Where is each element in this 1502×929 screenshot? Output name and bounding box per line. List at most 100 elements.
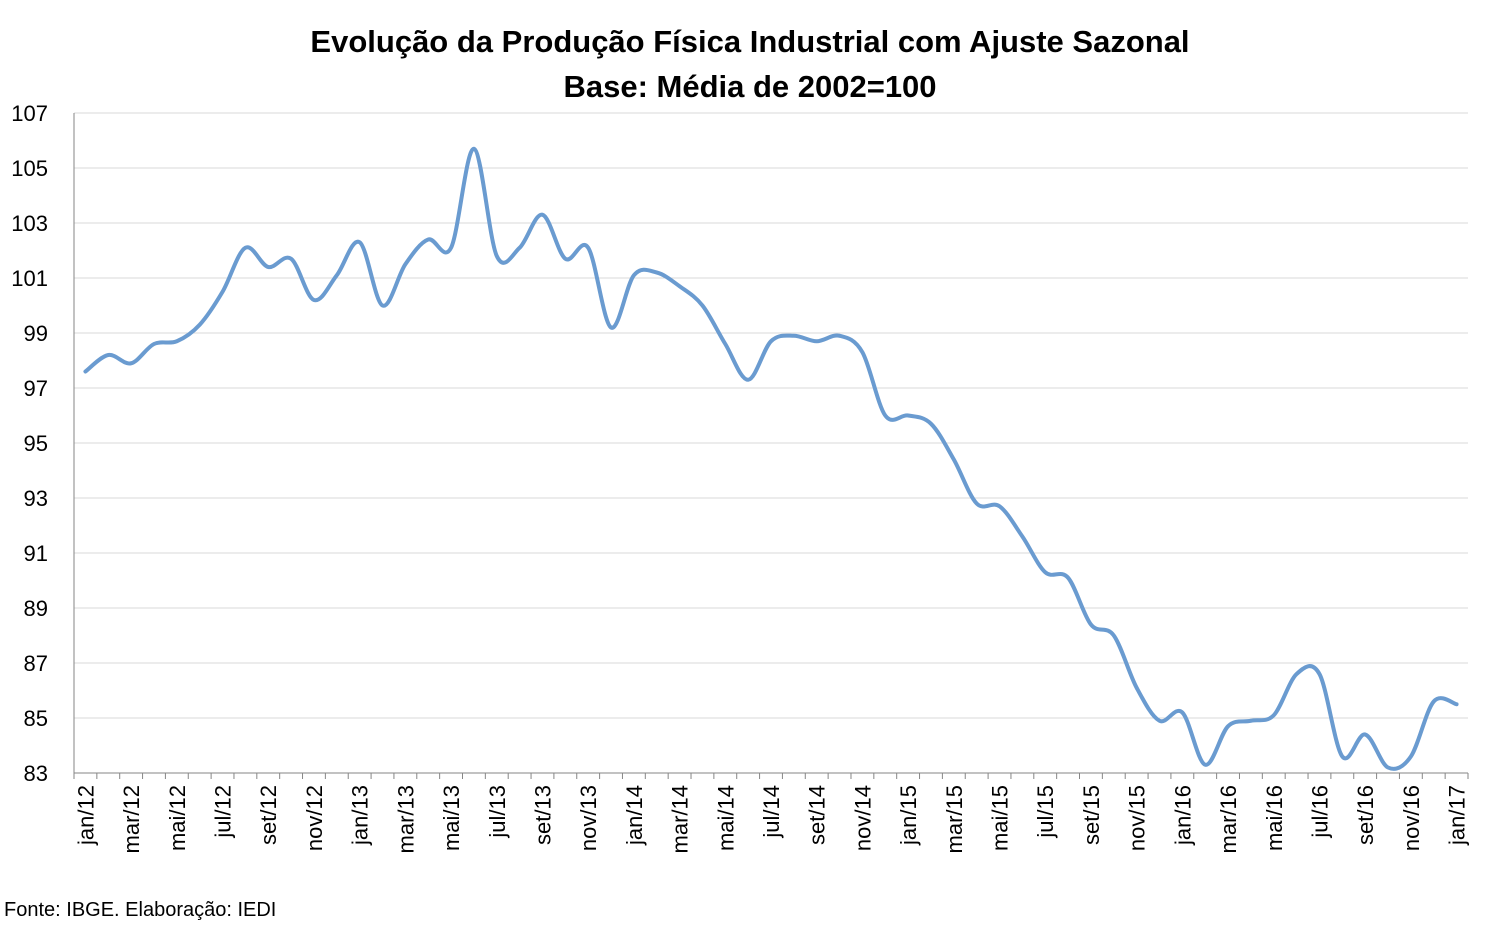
data-point: [1295, 672, 1299, 676]
data-point: [1112, 634, 1116, 638]
data-point: [1386, 766, 1390, 770]
x-tick-label: jul/15: [1033, 785, 1058, 839]
data-point: [860, 350, 864, 354]
x-tick-label: mai/16: [1262, 785, 1287, 851]
data-point: [1043, 570, 1047, 574]
data-point: [175, 339, 179, 343]
axes: [73, 113, 1469, 779]
data-point: [221, 290, 225, 294]
data-point: [609, 326, 613, 330]
x-tick-label: mar/15: [942, 785, 967, 853]
x-tick-label: set/15: [1079, 785, 1104, 845]
data-point: [335, 273, 339, 277]
data-point: [1226, 724, 1230, 728]
data-point: [700, 304, 704, 308]
x-tick-label: nov/12: [302, 785, 327, 851]
x-tick-label: mai/14: [713, 785, 738, 851]
data-point: [1432, 700, 1436, 704]
x-tick-label: set/12: [256, 785, 281, 845]
y-tick-label: 89: [24, 596, 48, 621]
data-point: [426, 238, 430, 242]
x-axis-tick-labels: jan/12 mar/12 mai/12 jul/12 set/12 nov/12 jan/…: [73, 785, 1469, 853]
data-point: [723, 342, 727, 346]
data-point: [129, 361, 133, 365]
data-point: [952, 458, 956, 462]
data-point: [1135, 686, 1139, 690]
y-tick-label: 103: [11, 211, 48, 236]
x-tick-label: nov/16: [1399, 785, 1424, 851]
data-point: [1020, 535, 1024, 539]
series-layer: [83, 146, 1459, 771]
chart-subtitle: Base: Média de 2002=100: [563, 69, 936, 104]
data-point: [449, 246, 453, 250]
y-tick-label: 97: [24, 376, 48, 401]
data-point: [1317, 672, 1321, 676]
data-point: [1066, 576, 1070, 580]
y-tick-label: 91: [24, 541, 48, 566]
x-tick-label: jul/16: [1307, 785, 1332, 839]
data-point: [1272, 713, 1276, 717]
data-point: [1180, 711, 1184, 715]
data-point: [312, 298, 316, 302]
data-point: [1203, 763, 1207, 767]
data-point: [381, 304, 385, 308]
data-point: [266, 265, 270, 269]
data-point: [792, 334, 796, 338]
x-tick-label: mai/12: [165, 785, 190, 851]
data-point: [358, 240, 362, 244]
data-point: [198, 323, 202, 327]
x-tick-label: jan/13: [348, 785, 373, 846]
x-tick-label: set/14: [805, 785, 830, 845]
x-tick-label: mar/16: [1216, 785, 1241, 853]
x-tick-label: jan/16: [1170, 785, 1195, 846]
x-tick-label: jan/15: [896, 785, 921, 846]
x-tick-label: set/13: [530, 785, 555, 845]
x-tick-label: jan/12: [73, 785, 98, 846]
source-note: Fonte: IBGE. Elaboração: IEDI: [4, 899, 277, 921]
data-point: [540, 213, 544, 217]
data-point: [975, 502, 979, 506]
data-point: [289, 257, 293, 261]
data-point: [1455, 702, 1459, 706]
data-point: [1340, 755, 1344, 759]
x-tick-label: jan/14: [622, 785, 647, 846]
y-tick-label: 93: [24, 486, 48, 511]
y-tick-label: 99: [24, 321, 48, 346]
y-tick-label: 105: [11, 156, 48, 181]
chart-title: Evolução da Produção Física Industrial c…: [310, 24, 1189, 59]
data-point: [746, 378, 750, 382]
x-tick-label: mar/12: [119, 785, 144, 853]
x-tick-label: jan/17: [1445, 785, 1470, 846]
data-point: [1363, 733, 1367, 737]
data-point: [998, 504, 1002, 508]
data-point: [929, 422, 933, 426]
data-point: [1249, 719, 1253, 723]
data-point: [243, 246, 247, 250]
data-point: [563, 257, 567, 261]
data-point: [586, 246, 590, 250]
x-tick-label: set/16: [1353, 785, 1378, 845]
data-point: [472, 147, 476, 151]
y-tick-label: 107: [11, 101, 48, 126]
data-point: [106, 353, 110, 357]
data-point: [655, 271, 659, 275]
data-point: [815, 339, 819, 343]
y-tick-label: 85: [24, 706, 48, 731]
data-point: [1157, 719, 1161, 723]
x-tick-label: nov/15: [1125, 785, 1150, 851]
data-point: [906, 414, 910, 418]
x-tick-label: jul/12: [211, 785, 236, 839]
gridlines: [74, 112, 1468, 774]
data-point: [518, 246, 522, 250]
x-tick-label: nov/13: [576, 785, 601, 851]
y-tick-label: 95: [24, 431, 48, 456]
data-point: [1089, 623, 1093, 627]
data-point: [632, 273, 636, 277]
x-tick-label: mar/14: [668, 785, 693, 853]
x-tick-label: mai/15: [988, 785, 1013, 851]
data-point: [152, 342, 156, 346]
x-tick-label: mar/13: [393, 785, 418, 853]
y-tick-label: 83: [24, 761, 48, 786]
x-tick-label: mai/13: [439, 785, 464, 851]
